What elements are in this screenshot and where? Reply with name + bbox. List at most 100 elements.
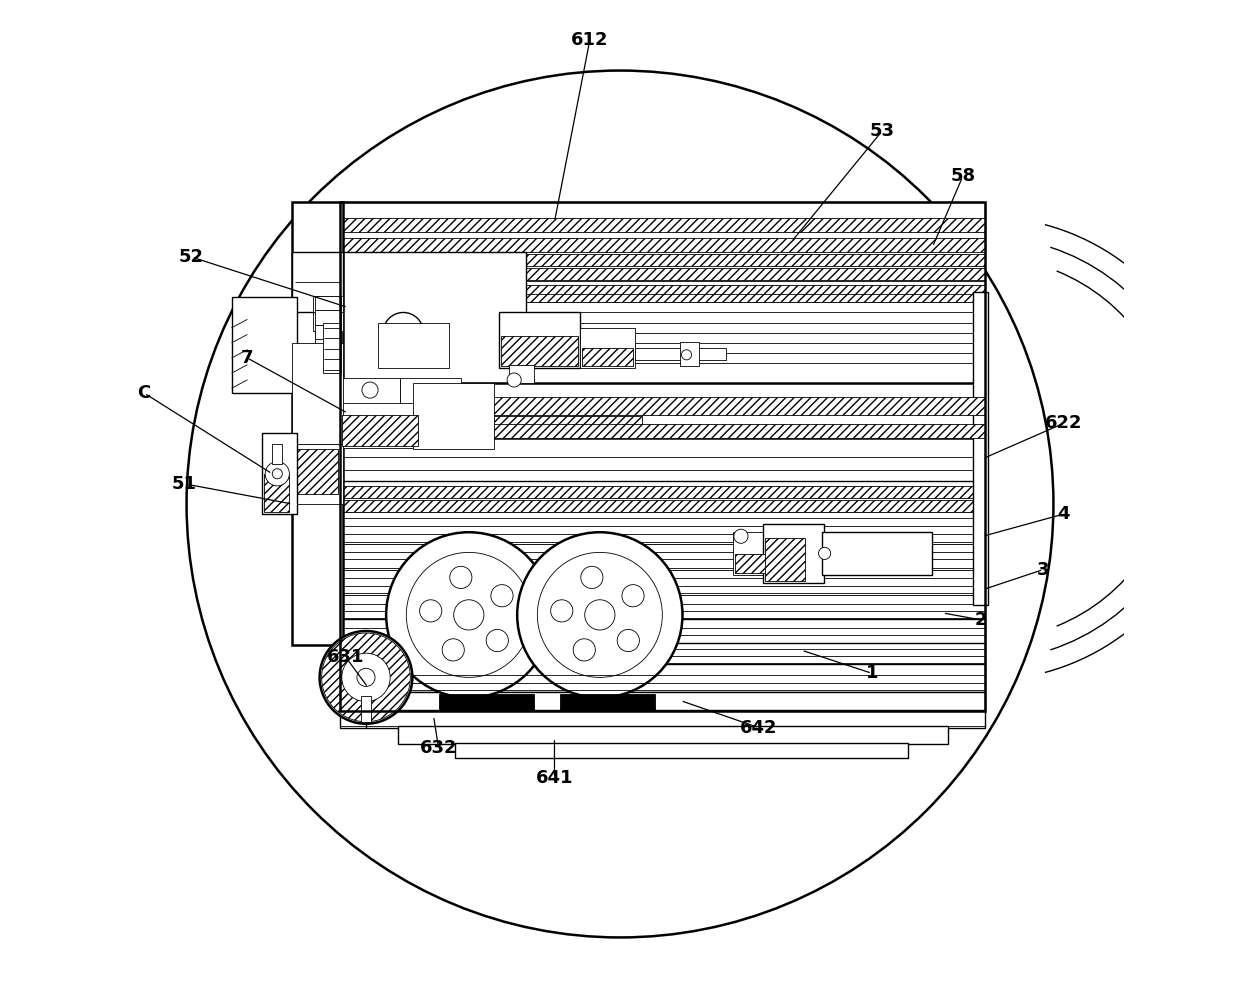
Circle shape	[386, 532, 552, 698]
Circle shape	[491, 585, 513, 607]
Bar	[340, 486, 985, 498]
Bar	[763, 524, 823, 583]
Bar	[340, 457, 985, 482]
Bar	[322, 323, 341, 373]
Bar	[340, 254, 985, 266]
Bar	[559, 694, 655, 710]
Bar	[378, 323, 449, 368]
Text: 641: 641	[536, 769, 573, 787]
Circle shape	[265, 462, 289, 486]
Bar	[340, 500, 985, 512]
Bar	[340, 436, 985, 459]
Bar	[340, 268, 985, 280]
Bar	[733, 532, 774, 575]
Bar	[315, 325, 341, 339]
Bar	[340, 481, 985, 514]
Bar	[340, 383, 985, 438]
Bar	[735, 554, 771, 573]
Bar	[340, 570, 985, 595]
Bar	[312, 296, 342, 314]
Circle shape	[622, 585, 644, 607]
Bar	[340, 378, 401, 403]
Circle shape	[682, 350, 692, 360]
Circle shape	[818, 547, 831, 559]
Bar	[635, 348, 725, 360]
Text: 7: 7	[241, 349, 253, 367]
Circle shape	[585, 600, 615, 630]
Bar	[340, 619, 985, 645]
Circle shape	[573, 639, 595, 661]
Circle shape	[383, 312, 423, 353]
Circle shape	[362, 382, 378, 398]
Text: 1: 1	[866, 664, 878, 682]
Circle shape	[618, 629, 640, 651]
Bar	[315, 330, 341, 348]
Bar	[582, 348, 634, 366]
Circle shape	[450, 566, 472, 589]
Bar	[501, 336, 578, 366]
Bar	[455, 743, 908, 758]
Circle shape	[517, 532, 682, 698]
Bar	[295, 449, 337, 494]
Bar	[264, 474, 289, 512]
Bar	[340, 281, 985, 304]
Bar	[340, 664, 985, 692]
Bar	[293, 252, 342, 312]
Bar	[340, 285, 985, 294]
Text: 632: 632	[420, 739, 458, 757]
Bar	[340, 202, 985, 711]
Bar	[681, 342, 698, 366]
Bar	[439, 694, 534, 710]
Text: 642: 642	[740, 719, 777, 737]
Bar	[232, 297, 298, 393]
Bar	[312, 312, 342, 331]
Bar	[340, 218, 985, 232]
Text: 4: 4	[1058, 505, 1070, 523]
Bar	[498, 312, 579, 368]
Bar	[340, 692, 985, 711]
Bar	[315, 296, 341, 310]
Circle shape	[551, 600, 573, 622]
Bar	[315, 310, 341, 325]
Circle shape	[407, 552, 531, 677]
Text: C: C	[138, 384, 151, 402]
Bar	[765, 538, 806, 581]
Bar	[822, 532, 932, 575]
Bar	[342, 415, 418, 446]
Text: 631: 631	[327, 648, 365, 666]
Circle shape	[273, 469, 283, 479]
Bar	[340, 512, 985, 544]
Text: 52: 52	[179, 248, 205, 266]
Circle shape	[537, 552, 662, 677]
Bar	[361, 696, 371, 722]
Bar	[340, 595, 985, 620]
Circle shape	[454, 600, 484, 630]
Circle shape	[734, 529, 748, 543]
Bar	[293, 343, 342, 444]
Bar	[973, 292, 988, 605]
Circle shape	[357, 668, 374, 686]
Circle shape	[419, 600, 441, 622]
Bar	[273, 444, 283, 464]
Bar	[340, 544, 985, 570]
Bar	[510, 365, 534, 383]
Circle shape	[320, 631, 413, 724]
Circle shape	[507, 373, 521, 387]
Bar	[340, 710, 985, 728]
Circle shape	[332, 643, 401, 712]
Bar	[262, 433, 298, 514]
Text: 53: 53	[869, 122, 894, 140]
Circle shape	[443, 639, 464, 661]
Bar	[579, 328, 635, 368]
Bar	[340, 416, 642, 436]
Bar	[340, 252, 526, 383]
Text: 612: 612	[570, 31, 609, 49]
Text: 51: 51	[172, 475, 197, 493]
Text: 2: 2	[975, 611, 987, 629]
Bar	[293, 444, 342, 504]
Bar	[401, 378, 461, 403]
Bar	[340, 382, 420, 448]
Text: 3: 3	[1037, 560, 1049, 579]
Wedge shape	[321, 633, 410, 722]
Bar	[340, 250, 985, 282]
